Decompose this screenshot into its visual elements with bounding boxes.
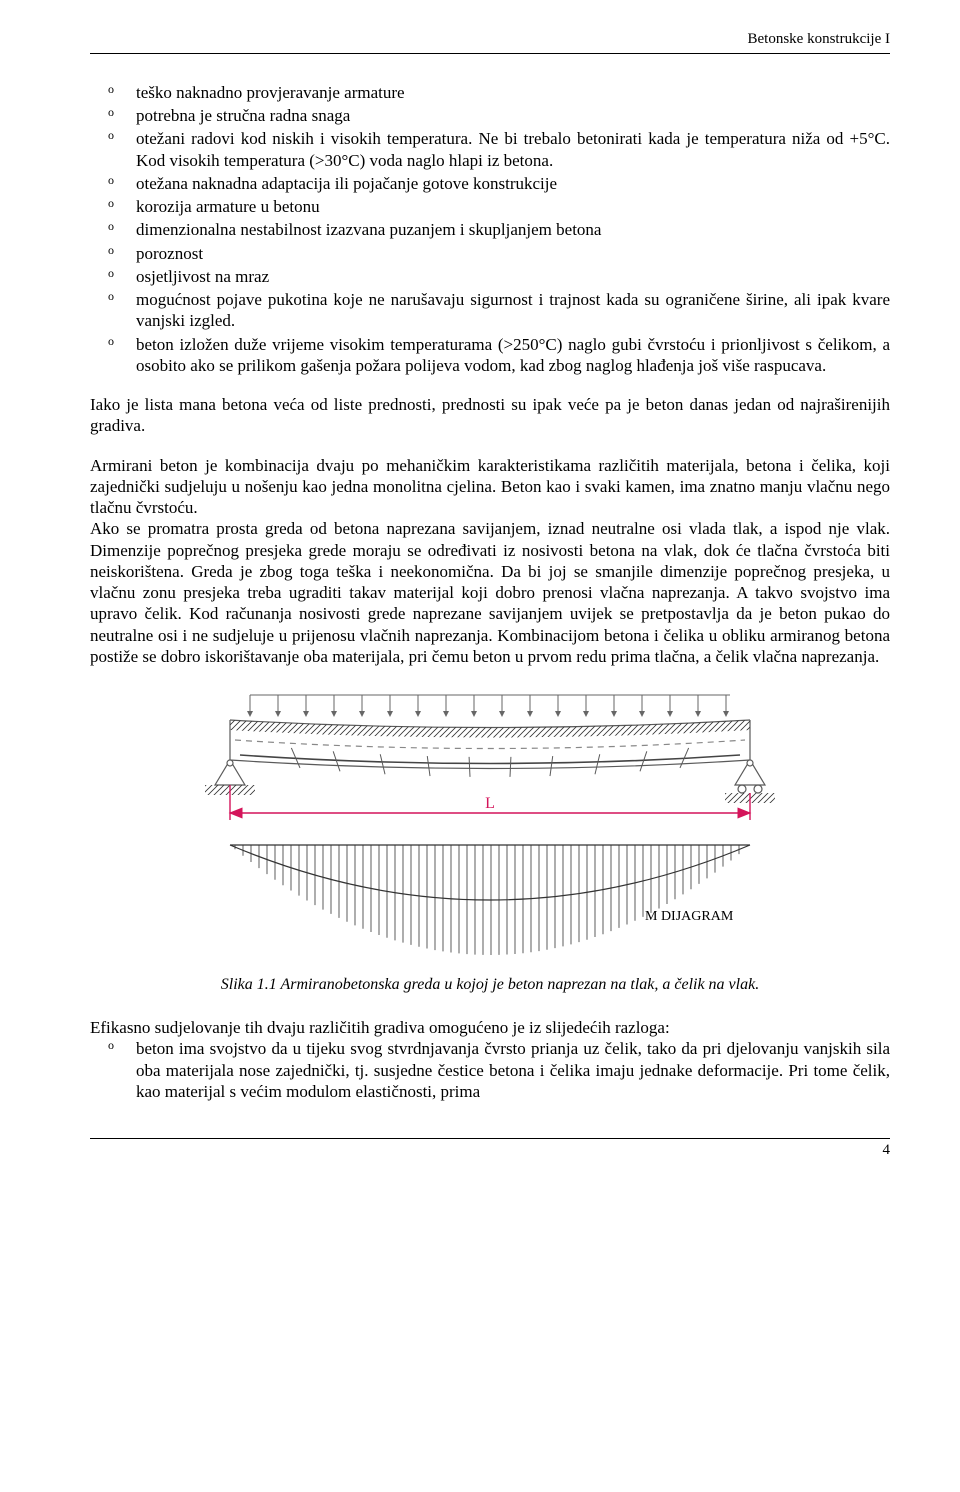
paragraph-beam-explain: Ako se promatra prosta greda od betona n… xyxy=(90,518,890,667)
reasons-list: beton ima svojstvo da u tijeku svog stvr… xyxy=(90,1038,890,1102)
list-item: mogućnost pojave pukotina koje ne naruša… xyxy=(90,289,890,332)
list-item: korozija armature u betonu xyxy=(90,196,890,217)
figure-beam-diagram: L M DIJAGRAM xyxy=(90,685,890,965)
figure-caption: Slika 1.1 Armiranobetonska greda u kojoj… xyxy=(90,975,890,995)
disadvantages-list: teško naknadno provjeravanje armaturepot… xyxy=(90,82,890,376)
paragraph-reasons-intro: Efikasno sudjelovanje tih dvaju različit… xyxy=(90,1017,890,1038)
list-item: otežana naknadna adaptacija ili pojačanj… xyxy=(90,173,890,194)
list-item: otežani radovi kod niskih i visokih temp… xyxy=(90,128,890,171)
running-header: Betonske konstrukcije I xyxy=(90,30,890,49)
header-rule xyxy=(90,53,890,54)
list-item: beton izložen duže vrijeme visokim tempe… xyxy=(90,334,890,377)
list-item: poroznost xyxy=(90,243,890,264)
list-item: potrebna je stručna radna snaga xyxy=(90,105,890,126)
paragraph-summary: Iako je lista mana betona veća od liste … xyxy=(90,394,890,437)
list-item: dimenzionalna nestabilnost izazvana puza… xyxy=(90,219,890,240)
page-number: 4 xyxy=(90,1141,890,1160)
paragraph-rc-intro: Armirani beton je kombinacija dvaju po m… xyxy=(90,455,890,519)
span-label: L xyxy=(485,795,495,812)
list-item: osjetljivost na mraz xyxy=(90,266,890,287)
list-item: beton ima svojstvo da u tijeku svog stvr… xyxy=(90,1038,890,1102)
moment-diagram-label: M DIJAGRAM xyxy=(645,909,734,924)
list-item: teško naknadno provjeravanje armature xyxy=(90,82,890,103)
footer-rule xyxy=(90,1138,890,1139)
